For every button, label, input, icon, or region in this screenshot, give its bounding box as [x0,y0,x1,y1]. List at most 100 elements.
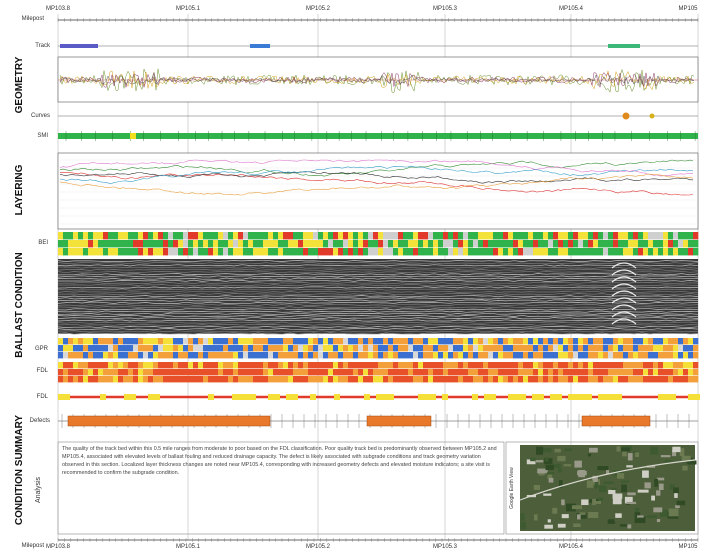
strip-cell [508,345,513,351]
aerial-patch [617,473,624,479]
strip-cell [398,376,403,382]
strip-cell [308,345,313,351]
strip-cell [123,338,128,344]
strip-cell [373,362,378,368]
strip-cell [528,248,533,255]
strip-cell [483,352,488,358]
fdl-cell [472,394,478,400]
strip-cell [188,362,193,368]
strip-cell [558,338,563,344]
strip-cell [338,345,343,351]
strip-cell [208,248,213,255]
strip-cell [268,338,273,344]
strip-cell [568,376,573,382]
strip-cell [208,369,213,375]
strip-cell [663,338,668,344]
strip-cell [493,248,498,255]
aerial-patch [611,488,616,490]
strip-cell [463,240,468,247]
strip-cell [153,345,158,351]
strip-cell [98,232,103,239]
strip-cell [183,232,188,239]
strip-cell [58,376,63,382]
strip-cell [498,345,503,351]
strip-cell [73,369,78,375]
strip-cell [473,232,478,239]
strip-cell [683,362,688,368]
strip-cell [93,376,98,382]
strip-cell [133,232,138,239]
strip-cell [113,248,118,255]
strip-cell [543,248,548,255]
strip-cell [118,376,123,382]
strip-cell [273,240,278,247]
aerial-patch [647,515,657,518]
aerial-patch [604,481,613,483]
milepost-label: MP105 [678,544,698,550]
strip-cell [103,369,108,375]
strip-cell [278,369,283,375]
strip-cell [143,345,148,351]
strip-cell [658,232,663,239]
strip-cell [343,362,348,368]
strip-cell [688,248,693,255]
strip-cell [283,248,288,255]
strip-cell [278,352,283,358]
strip-cell [428,232,433,239]
strip-cell [398,232,403,239]
strip-cell [78,369,83,375]
strip-cell [303,376,308,382]
strip-cell [458,345,463,351]
strip-cell [213,352,218,358]
strip-cell [243,362,248,368]
strip-cell [468,240,473,247]
strip-cell [103,240,108,247]
strip-cell [618,345,623,351]
strip-cell [558,362,563,368]
strip-cell [78,338,83,344]
strip-cell [518,376,523,382]
strip-cell [273,232,278,239]
strip-cell [378,369,383,375]
strip-cell [323,362,328,368]
strip-cell [388,345,393,351]
aerial-patch [577,514,581,519]
strip-cell [238,352,243,358]
strip-cell [558,232,563,239]
strip-cell [588,232,593,239]
strip-cell [533,232,538,239]
aerial-patch [615,513,621,518]
strip-cell [288,338,293,344]
strip-cell [88,345,93,351]
strip-cell [128,232,133,239]
strip-cell [98,376,103,382]
strip-cell [508,369,513,375]
strip-cell [83,376,88,382]
strip-cell [448,352,453,358]
strip-cell [303,248,308,255]
strip-cell [128,248,133,255]
strip-cell [298,362,303,368]
fdl-cell [274,394,280,400]
strip-cell [228,362,233,368]
fdl-cell [58,394,64,400]
aerial-patch [661,455,671,457]
strip-cell [58,338,63,344]
strip-cell [563,369,568,375]
strip-cell [398,369,403,375]
strip-cell [283,362,288,368]
strip-cell [198,362,203,368]
strip-cell [388,338,393,344]
strip-cell [368,338,373,344]
strip-cell [68,345,73,351]
strip-cell [683,376,688,382]
strip-cell [453,376,458,382]
strip-cell [618,240,623,247]
strip-cell [233,369,238,375]
strip-cell [213,362,218,368]
strip-cell [103,232,108,239]
strip-cell [313,338,318,344]
strip-cell [228,240,233,247]
strip-cell [568,338,573,344]
strip-cell [288,362,293,368]
